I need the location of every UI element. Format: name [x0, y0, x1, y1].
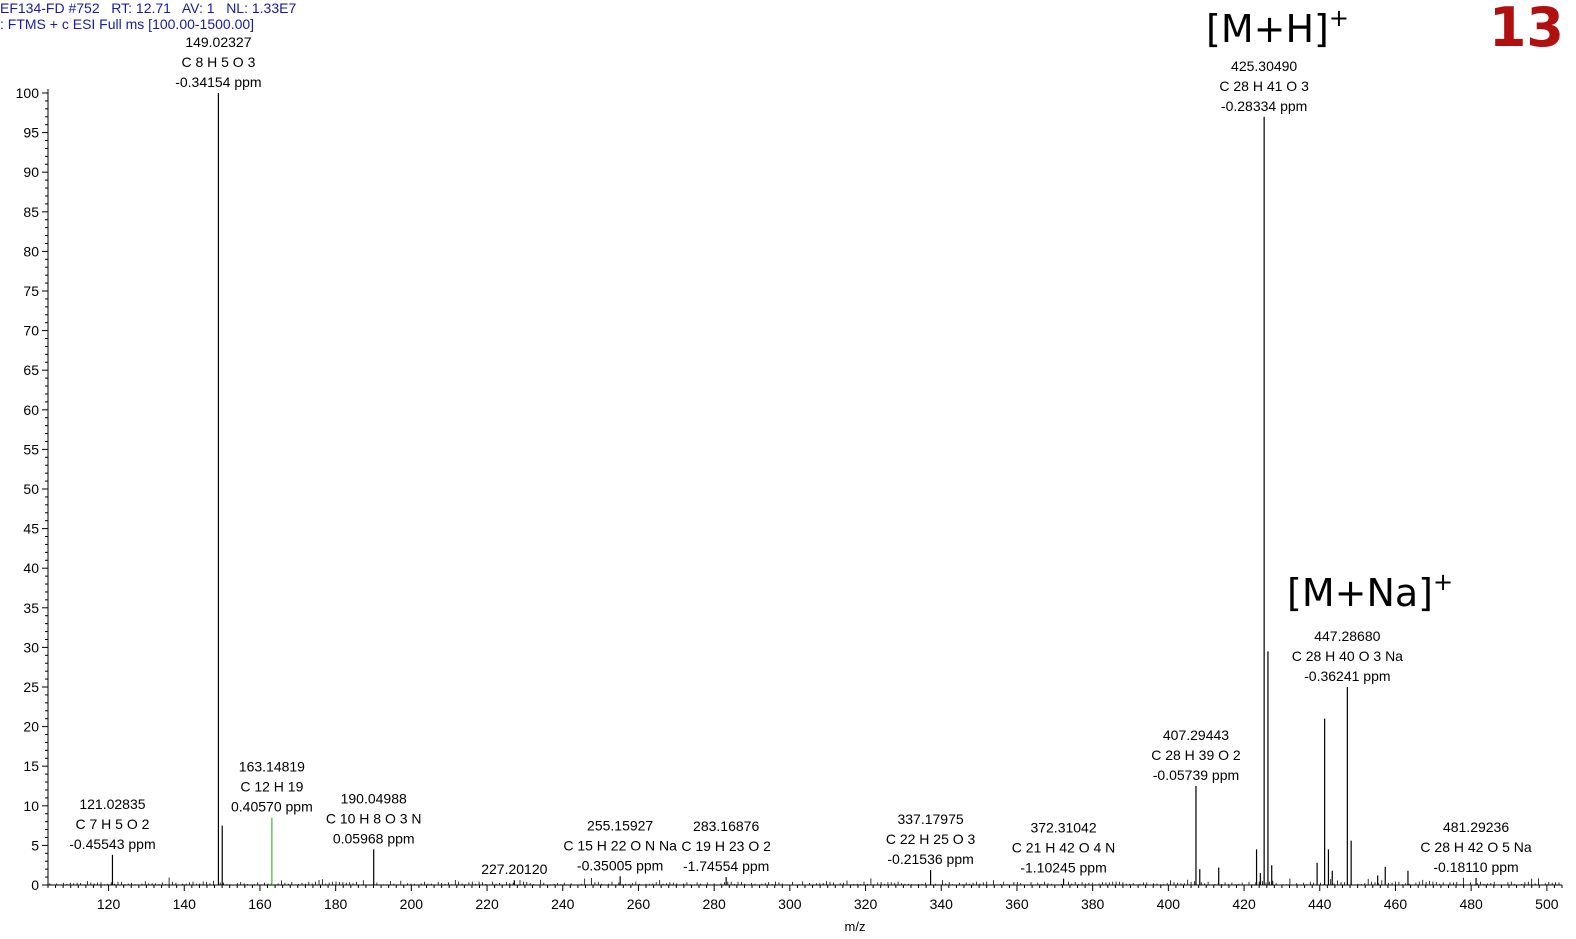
x-tick-label: 500: [1535, 896, 1559, 912]
y-tick-label: 25: [23, 679, 39, 695]
peak-label: -0.34154 ppm: [175, 74, 261, 90]
x-axis-label: m/z: [845, 919, 866, 934]
x-tick-label: 320: [854, 896, 878, 912]
peak-label: 255.15927: [587, 817, 653, 833]
baseline-noise: [49, 877, 1560, 885]
y-tick-label: 55: [23, 441, 39, 457]
y-tick-label: 35: [23, 600, 39, 616]
y-tick-label: 50: [23, 481, 39, 497]
x-tick-label: 400: [1157, 896, 1181, 912]
peak-label: -1.10245 ppm: [1020, 860, 1106, 876]
y-tick-label: 90: [23, 164, 39, 180]
y-tick-label: 75: [23, 283, 39, 299]
peak-label: 425.30490: [1231, 58, 1297, 74]
peak-label: 227.20120: [481, 861, 547, 877]
peak-label: 121.02835: [79, 796, 145, 812]
adduct-annotation: [M+Na]+: [1287, 568, 1453, 615]
x-tick-label: 220: [475, 896, 499, 912]
x-tick-label: 140: [173, 896, 197, 912]
peak-label: C 22 H 25 O 3: [886, 831, 976, 847]
peak-label: -1.74554 ppm: [683, 858, 769, 874]
peak-label: 447.28680: [1314, 628, 1380, 644]
peak-label: C 28 H 40 O 3 Na: [1292, 648, 1403, 664]
x-tick-label: 440: [1308, 896, 1332, 912]
x-tick-label: 280: [702, 896, 726, 912]
peak-label: -0.28334 ppm: [1221, 98, 1307, 114]
peak-label: 163.14819: [239, 759, 305, 775]
peak-label: 283.16876: [693, 818, 759, 834]
x-tick-label: 120: [97, 896, 121, 912]
peak-label: 407.29443: [1163, 727, 1229, 743]
compound-number-badge: 13: [1488, 0, 1564, 59]
peak-label: 481.29236: [1443, 819, 1509, 835]
x-tick-label: 420: [1232, 896, 1256, 912]
peak-label: -0.18110 ppm: [1433, 859, 1518, 875]
adduct-charge: +: [1329, 4, 1349, 32]
peak-label: C 8 H 5 O 3: [181, 54, 255, 70]
y-tick-label: 80: [23, 243, 39, 259]
adduct-charge: +: [1433, 568, 1453, 596]
y-tick-label: 70: [23, 323, 39, 339]
peak-label: -0.21536 ppm: [887, 851, 973, 867]
peak-label: C 7 H 5 O 2: [75, 816, 149, 832]
y-tick-label: 20: [23, 719, 39, 735]
peak-label: -0.05739 ppm: [1153, 767, 1239, 783]
scan-header-line-2: : FTMS + c ESI Full ms [100.00-1500.00]: [0, 16, 255, 32]
peak-label: -0.35005 ppm: [577, 857, 663, 873]
peak-label: C 10 H 8 O 3 N: [326, 810, 422, 826]
peak-label: C 15 H 22 O N Na: [563, 837, 677, 853]
peak-label: 149.02327: [185, 34, 251, 50]
y-tick-label: 60: [23, 402, 39, 418]
scan-header-line-1: EF134-FD #752 RT: 12.71 AV: 1 NL: 1.33E7: [0, 0, 297, 16]
x-tick-label: 200: [400, 896, 424, 912]
peak-label: -0.36241 ppm: [1304, 668, 1390, 684]
peak-label: C 28 H 41 O 3: [1219, 78, 1309, 94]
peak-label: 372.31042: [1030, 820, 1096, 836]
peak-label: C 19 H 23 O 2: [681, 838, 771, 854]
peak-label: 0.05968 ppm: [333, 830, 415, 846]
y-tick-label: 65: [23, 362, 39, 378]
y-tick-label: 100: [16, 85, 40, 101]
y-tick-label: 15: [23, 758, 39, 774]
y-tick-label: 45: [23, 521, 39, 537]
peak-label: 337.17975: [897, 811, 963, 827]
y-tick-label: 10: [23, 798, 39, 814]
y-tick-label: 95: [23, 125, 39, 141]
y-tick-label: 30: [23, 639, 39, 655]
adduct-annotation: [M+H]+: [1206, 4, 1349, 51]
peak-label: C 12 H 19: [240, 779, 303, 795]
x-tick-label: 180: [324, 896, 348, 912]
x-tick-label: 360: [1005, 896, 1029, 912]
peak-label: 190.04988: [341, 790, 407, 806]
x-tick-label: 480: [1459, 896, 1483, 912]
peak-label: C 28 H 39 O 2: [1151, 747, 1241, 763]
adduct-base: [M+H]: [1206, 7, 1329, 51]
peak-label: 0.40570 ppm: [231, 799, 313, 815]
peak-label: C 28 H 42 O 5 Na: [1420, 839, 1531, 855]
x-tick-label: 380: [1081, 896, 1105, 912]
x-tick-label: 460: [1384, 896, 1408, 912]
x-tick-label: 340: [930, 896, 954, 912]
x-tick-label: 240: [551, 896, 575, 912]
peak-label: -0.45543 ppm: [69, 836, 155, 852]
y-tick-label: 85: [23, 204, 39, 220]
y-tick-label: 5: [31, 837, 39, 853]
x-tick-label: 260: [627, 896, 651, 912]
y-tick-label: 40: [23, 560, 39, 576]
peak-label: C 21 H 42 O 4 N: [1012, 840, 1116, 856]
y-tick-label: 0: [31, 877, 39, 893]
x-tick-label: 160: [248, 896, 272, 912]
x-tick-label: 300: [778, 896, 802, 912]
adduct-base: [M+Na]: [1287, 571, 1433, 615]
